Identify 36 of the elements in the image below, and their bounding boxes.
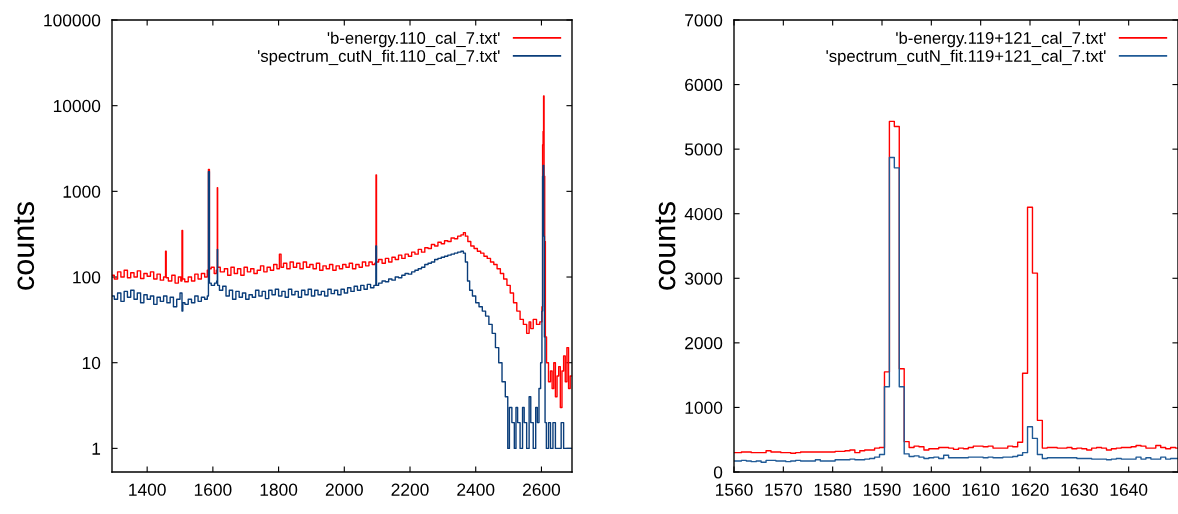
y-tick-label: 6000 xyxy=(685,78,723,92)
y-axis-title: counts xyxy=(14,202,35,290)
x-tick-label: 1590 xyxy=(864,483,901,496)
x-tick-label: 2400 xyxy=(457,483,495,496)
x-tick-label: 1600 xyxy=(194,483,232,496)
x-tick-label: 2200 xyxy=(391,483,429,496)
x-tick-label: 1620 xyxy=(1012,483,1049,496)
y-tick-label: 100 xyxy=(73,271,101,284)
y-tick-label: 2000 xyxy=(685,337,723,350)
legend-label: 'spectrum_cutN_fit.110_cal_7.txt' xyxy=(257,49,500,66)
x-tick-label: 1560 xyxy=(716,483,753,496)
y-tick-label: 0 xyxy=(713,466,723,479)
legend-label: 'b-energy.119+121_cal_7.txt' xyxy=(896,31,1106,48)
y-tick-label: 5000 xyxy=(684,143,723,156)
y-tick-label: 100000 xyxy=(44,14,101,27)
x-tick-label: 1800 xyxy=(260,483,298,496)
x-tick-label: 1580 xyxy=(814,483,852,496)
legend-label: 'b-energy.110_cal_7.txt' xyxy=(327,31,500,48)
y-tick-label: 1 xyxy=(92,442,101,455)
y-tick-label: 10000 xyxy=(53,99,101,113)
x-tick-label: 2000 xyxy=(325,483,363,496)
x-tick-label: 1570 xyxy=(765,483,802,496)
y-tick-label: 1000 xyxy=(685,401,723,414)
x-tick-label: 1610 xyxy=(962,483,1000,496)
x-tick-label: 1600 xyxy=(913,483,950,496)
x-tick-label: 1630 xyxy=(1061,483,1098,496)
y-tick-label: 3000 xyxy=(684,272,723,285)
y-tick-label: 1000 xyxy=(63,185,101,198)
legend-label: 'spectrum_cutN_fit.119+121_cal_7.txt' xyxy=(826,49,1106,66)
x-tick-label: 1400 xyxy=(129,483,166,496)
y-tick-label: 7000 xyxy=(685,14,723,27)
y-tick-label: 10 xyxy=(82,356,101,370)
x-tick-label: 1640 xyxy=(1110,483,1148,496)
y-tick-label: 4000 xyxy=(684,207,723,221)
x-tick-label: 2600 xyxy=(523,483,561,496)
y-axis-title: counts xyxy=(655,202,676,290)
